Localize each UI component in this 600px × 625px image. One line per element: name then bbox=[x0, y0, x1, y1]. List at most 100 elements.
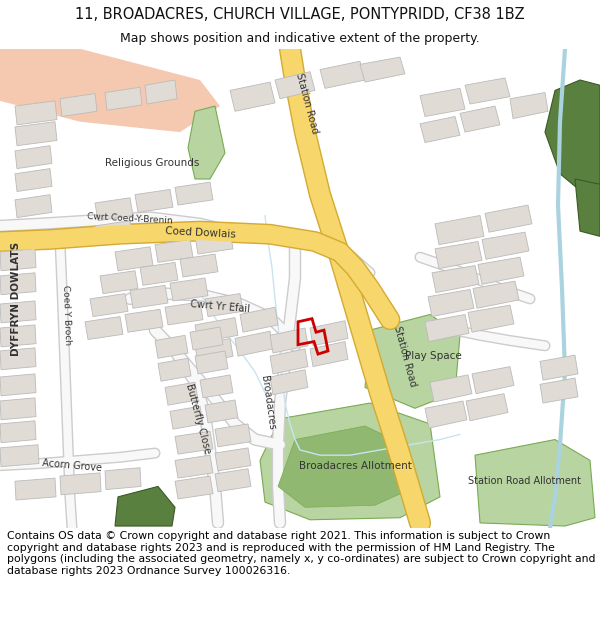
Polygon shape bbox=[435, 216, 484, 244]
Polygon shape bbox=[155, 336, 188, 358]
Polygon shape bbox=[270, 349, 308, 374]
Polygon shape bbox=[425, 314, 469, 342]
Polygon shape bbox=[0, 301, 36, 323]
Polygon shape bbox=[466, 394, 508, 421]
Polygon shape bbox=[190, 327, 223, 350]
Polygon shape bbox=[195, 351, 228, 374]
Text: Broadacres: Broadacres bbox=[259, 375, 277, 431]
Polygon shape bbox=[473, 281, 519, 308]
Polygon shape bbox=[478, 257, 524, 284]
Polygon shape bbox=[270, 328, 308, 353]
Text: Butterfly Close: Butterfly Close bbox=[184, 382, 212, 455]
Polygon shape bbox=[0, 325, 36, 347]
Polygon shape bbox=[175, 182, 213, 205]
Polygon shape bbox=[165, 302, 203, 325]
Polygon shape bbox=[175, 455, 213, 478]
Polygon shape bbox=[540, 378, 578, 403]
Polygon shape bbox=[215, 424, 251, 447]
Polygon shape bbox=[95, 198, 133, 221]
Polygon shape bbox=[0, 445, 39, 467]
Polygon shape bbox=[420, 88, 465, 116]
Text: Station Road Allotment: Station Road Allotment bbox=[469, 476, 581, 486]
Polygon shape bbox=[15, 478, 56, 500]
Polygon shape bbox=[195, 339, 233, 364]
Polygon shape bbox=[15, 194, 52, 218]
Polygon shape bbox=[15, 101, 57, 125]
Polygon shape bbox=[170, 278, 208, 301]
Polygon shape bbox=[510, 92, 548, 119]
Polygon shape bbox=[472, 367, 514, 394]
Polygon shape bbox=[482, 232, 529, 259]
Polygon shape bbox=[135, 189, 173, 213]
Polygon shape bbox=[230, 82, 275, 111]
Polygon shape bbox=[115, 486, 175, 526]
Polygon shape bbox=[125, 309, 163, 332]
Text: Play Space: Play Space bbox=[405, 351, 462, 361]
Polygon shape bbox=[460, 106, 500, 132]
Polygon shape bbox=[155, 239, 193, 262]
Polygon shape bbox=[145, 80, 177, 104]
Polygon shape bbox=[0, 421, 36, 442]
Polygon shape bbox=[158, 358, 191, 381]
Text: DYFFRYN DOWLATS: DYFFRYN DOWLATS bbox=[11, 242, 21, 356]
Polygon shape bbox=[205, 400, 238, 423]
Polygon shape bbox=[0, 398, 36, 420]
Polygon shape bbox=[260, 403, 440, 520]
Polygon shape bbox=[310, 321, 348, 346]
Polygon shape bbox=[130, 285, 168, 308]
Polygon shape bbox=[365, 314, 460, 408]
Polygon shape bbox=[215, 469, 251, 492]
Text: 11, BROADACRES, CHURCH VILLAGE, PONTYPRIDD, CF38 1BZ: 11, BROADACRES, CHURCH VILLAGE, PONTYPRI… bbox=[75, 7, 525, 22]
Polygon shape bbox=[170, 406, 203, 429]
Polygon shape bbox=[100, 271, 138, 294]
Text: Map shows position and indicative extent of the property.: Map shows position and indicative extent… bbox=[120, 31, 480, 44]
Polygon shape bbox=[90, 294, 128, 317]
Polygon shape bbox=[115, 247, 153, 271]
Polygon shape bbox=[215, 448, 251, 471]
Polygon shape bbox=[188, 106, 225, 179]
Polygon shape bbox=[310, 342, 348, 367]
Polygon shape bbox=[195, 318, 238, 342]
Polygon shape bbox=[425, 401, 467, 428]
Polygon shape bbox=[540, 355, 578, 380]
Polygon shape bbox=[15, 122, 57, 146]
Text: Acorn Grove: Acorn Grove bbox=[42, 458, 102, 473]
Text: Contains OS data © Crown copyright and database right 2021. This information is : Contains OS data © Crown copyright and d… bbox=[7, 531, 596, 576]
Polygon shape bbox=[485, 205, 532, 232]
Polygon shape bbox=[140, 262, 178, 285]
Polygon shape bbox=[175, 476, 213, 499]
Polygon shape bbox=[0, 374, 36, 396]
Polygon shape bbox=[105, 88, 142, 110]
Polygon shape bbox=[278, 426, 405, 508]
Polygon shape bbox=[15, 146, 52, 169]
Polygon shape bbox=[105, 468, 141, 489]
Polygon shape bbox=[468, 305, 514, 332]
Polygon shape bbox=[15, 169, 52, 191]
Polygon shape bbox=[545, 80, 600, 194]
Text: Station Road: Station Road bbox=[294, 71, 320, 134]
Text: Coed Dowlais: Coed Dowlais bbox=[164, 226, 236, 240]
Polygon shape bbox=[240, 308, 278, 332]
Polygon shape bbox=[0, 249, 36, 271]
Polygon shape bbox=[320, 61, 365, 88]
Polygon shape bbox=[430, 375, 472, 402]
Text: Religious Grounds: Religious Grounds bbox=[105, 158, 199, 168]
Polygon shape bbox=[475, 439, 595, 526]
Polygon shape bbox=[60, 94, 97, 116]
Polygon shape bbox=[575, 179, 600, 236]
Polygon shape bbox=[95, 221, 133, 244]
Polygon shape bbox=[360, 57, 405, 82]
Polygon shape bbox=[235, 331, 273, 356]
Polygon shape bbox=[420, 116, 460, 142]
Polygon shape bbox=[0, 348, 36, 370]
Polygon shape bbox=[428, 289, 474, 317]
Polygon shape bbox=[180, 254, 218, 277]
Text: Cwrt Coed-Y-Brenin: Cwrt Coed-Y-Brenin bbox=[87, 212, 173, 226]
Polygon shape bbox=[0, 49, 220, 132]
Polygon shape bbox=[175, 431, 213, 454]
Polygon shape bbox=[275, 72, 315, 99]
Text: Cwrt Yr Efail: Cwrt Yr Efail bbox=[190, 299, 250, 314]
Text: Coed Y Broch: Coed Y Broch bbox=[61, 284, 73, 345]
Polygon shape bbox=[465, 78, 510, 104]
Polygon shape bbox=[270, 370, 308, 395]
